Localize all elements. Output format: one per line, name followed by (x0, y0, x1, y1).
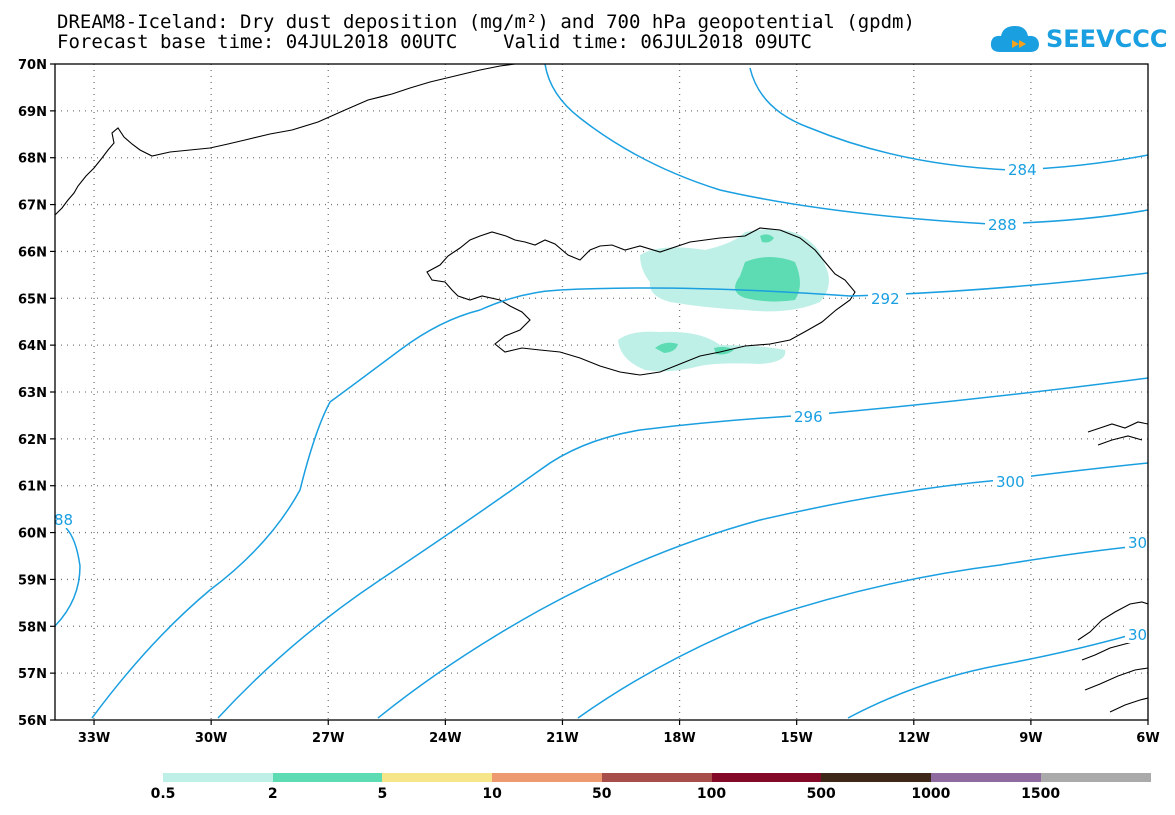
lon-label: 18W (663, 731, 695, 746)
seevccc-logo: SEEVCCC (988, 18, 1168, 58)
contour-label-296: 296 (794, 408, 823, 426)
colorbar-swatch (382, 773, 493, 782)
lon-label: 24W (429, 731, 461, 746)
axis-ticks (50, 63, 1149, 725)
colorbar-swatch (930, 773, 1042, 782)
chart-title-line2: Forecast base time: 04JUL2018 00UTC Vali… (57, 31, 812, 53)
longitude-labels: 33W 30W 27W 24W 21W 18W 15W 12W 9W 6W (78, 731, 1160, 746)
lat-label: 61N (18, 480, 47, 495)
colorbar-label: 5 (377, 786, 388, 802)
lat-label: 66N (18, 245, 47, 260)
colorbar-label: 0.5 (150, 786, 176, 802)
lon-label: 33W (78, 731, 110, 746)
contour-label-308: 30 (1128, 626, 1147, 644)
contour-label-300: 300 (996, 473, 1025, 491)
colorbar-swatch (163, 773, 274, 782)
lat-label: 59N (18, 573, 47, 588)
lat-label: 62N (18, 433, 47, 448)
lat-label: 70N (18, 58, 47, 73)
dust-deposition-fill (618, 229, 829, 372)
lon-label: 12W (898, 731, 930, 746)
contour-label-288: 288 (988, 216, 1017, 234)
lat-label: 65N (18, 292, 47, 307)
chart-title-line1: DREAM8-Iceland: Dry dust deposition (mg/… (57, 11, 915, 33)
contour-label-288-west: 88 (54, 511, 73, 529)
colorbar-swatch (1040, 773, 1151, 782)
cloud-icon (990, 26, 1039, 52)
colorbar-label: 500 (806, 786, 836, 802)
coastlines (55, 64, 1148, 713)
colorbar-swatch (601, 773, 712, 782)
lon-label: 21W (546, 731, 578, 746)
lon-label: 27W (312, 731, 344, 746)
map-gridlines (55, 64, 1148, 720)
lat-label: 67N (18, 199, 47, 214)
lat-label: 63N (18, 386, 47, 401)
lat-label: 60N (18, 527, 47, 542)
contour-label-284: 284 (1008, 161, 1037, 179)
logo-text: SEEVCCC (1046, 25, 1168, 53)
geopotential-contours (55, 64, 1148, 719)
colorbar-swatch (272, 773, 383, 782)
lat-label: 57N (18, 667, 47, 682)
lon-label: 15W (780, 731, 812, 746)
contour-label-304: 30 (1128, 534, 1147, 552)
lon-label: 6W (1136, 731, 1159, 746)
colorbar-swatch (821, 773, 932, 782)
colorbar-swatch (492, 773, 603, 782)
latitude-labels: 70N 69N 68N 67N 66N 65N 64N 63N 62N 61N 60N 59N 58N 5… (18, 58, 47, 729)
colorbar-label: 50 (592, 786, 612, 802)
colorbar-swatch (711, 773, 822, 782)
colorbar-label: 1500 (1021, 786, 1061, 802)
lon-label: 9W (1019, 731, 1042, 746)
colorbar-label: 10 (482, 786, 502, 802)
lat-label: 64N (18, 339, 47, 354)
colorbar-label: 100 (696, 786, 727, 802)
colorbar-label: 2 (267, 786, 278, 802)
lat-label: 69N (18, 105, 47, 120)
contour-label-292: 292 (871, 290, 900, 308)
lon-label: 30W (195, 731, 227, 746)
lat-label: 68N (18, 152, 47, 167)
contour-labels: 284 288 292 296 300 30 30 88 (54, 160, 1148, 644)
lat-label: 58N (18, 620, 47, 635)
lat-label: 56N (18, 714, 47, 729)
colorbar-label: 1000 (911, 786, 951, 802)
